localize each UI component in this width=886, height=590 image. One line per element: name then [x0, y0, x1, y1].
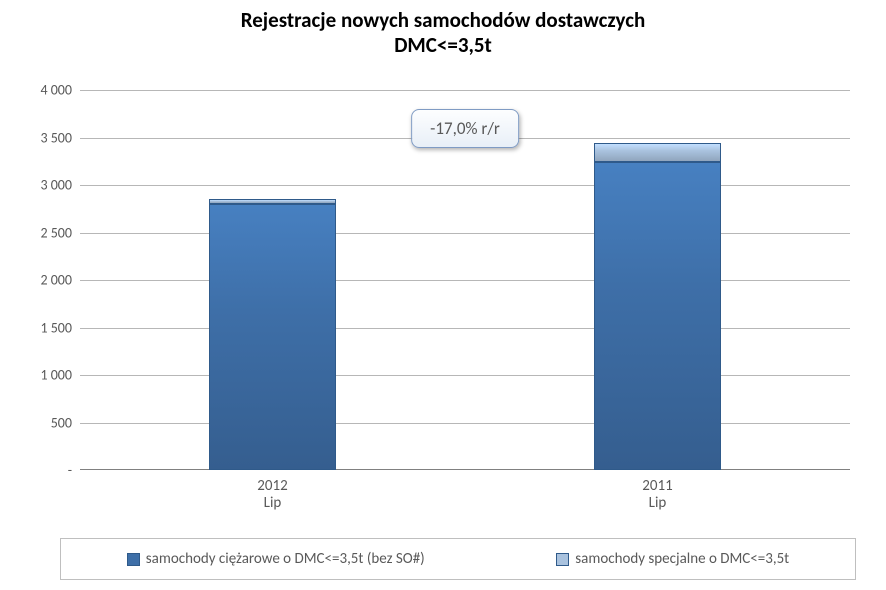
gridline	[80, 328, 850, 329]
bar-segment	[209, 199, 336, 204]
chart-title: Rejestracje nowych samochodów dostawczyc…	[0, 8, 886, 58]
x-axis-label: 2012Lip	[257, 478, 287, 511]
legend: samochody ciężarowe o DMC<=3,5t (bez SO#…	[60, 538, 856, 580]
title-line-1: Rejestracje nowych samochodów dostawczyc…	[241, 7, 646, 33]
bar	[209, 199, 336, 470]
legend-swatch-icon	[556, 553, 569, 566]
x-axis-label: 2011Lip	[642, 478, 672, 511]
bar-segment	[594, 162, 721, 470]
y-axis-label: 3 000	[40, 177, 72, 194]
gridline	[80, 423, 850, 424]
callout-label: -17,0% r/r	[411, 109, 519, 148]
legend-label: samochody ciężarowe o DMC<=3,5t (bez SO#…	[146, 550, 425, 568]
bar-segment	[594, 143, 721, 162]
title-line-2: DMC<=3,5t	[394, 32, 492, 58]
legend-swatch-icon	[127, 553, 140, 566]
gridline	[80, 233, 850, 234]
bar-segment	[209, 204, 336, 470]
y-axis-label: 1 000	[40, 367, 72, 384]
y-axis-label: 2 000	[40, 272, 72, 289]
y-axis-label: 500	[51, 414, 72, 431]
y-axis-label: 3 500	[40, 129, 72, 146]
plot-area: -5001 0001 5002 0002 5003 0003 5004 0002…	[80, 90, 850, 470]
bar	[594, 143, 721, 470]
gridline	[80, 375, 850, 376]
gridline	[80, 280, 850, 281]
y-axis-label: 1 500	[40, 319, 72, 336]
gridline	[80, 90, 850, 91]
y-axis-label: 4 000	[40, 82, 72, 99]
chart-container: Rejestracje nowych samochodów dostawczyc…	[0, 0, 886, 590]
legend-label: samochody specjalne o DMC<=3,5t	[575, 550, 789, 568]
gridline	[80, 185, 850, 186]
y-axis-label: 2 500	[40, 224, 72, 241]
legend-item-series-1: samochody ciężarowe o DMC<=3,5t (bez SO#…	[127, 550, 425, 568]
legend-item-series-2: samochody specjalne o DMC<=3,5t	[556, 550, 789, 568]
y-axis-label: -	[68, 462, 72, 479]
x-axis	[80, 469, 850, 470]
